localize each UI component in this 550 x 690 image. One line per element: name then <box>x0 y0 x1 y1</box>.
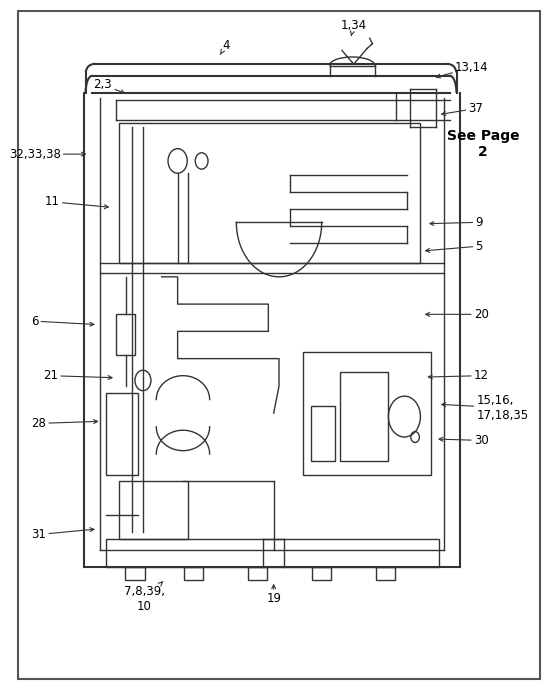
Text: 37: 37 <box>442 102 483 115</box>
Text: 1,34: 1,34 <box>340 19 367 35</box>
Bar <box>119 482 188 540</box>
Text: 28: 28 <box>31 417 97 430</box>
Bar <box>248 566 267 580</box>
Bar <box>376 566 395 580</box>
Text: 30: 30 <box>439 434 488 447</box>
Text: 15,16,
17,18,35: 15,16, 17,18,35 <box>442 394 529 422</box>
Text: 7,8,39,
10: 7,8,39, 10 <box>124 582 165 613</box>
Bar <box>106 540 439 566</box>
Text: See Page
2: See Page 2 <box>447 129 519 159</box>
Text: 20: 20 <box>426 308 488 321</box>
Text: 11: 11 <box>45 195 108 208</box>
Text: 13,14: 13,14 <box>436 61 489 78</box>
Text: 4: 4 <box>221 39 229 55</box>
Text: 6: 6 <box>31 315 94 328</box>
Bar <box>184 566 204 580</box>
Text: 31: 31 <box>31 528 94 541</box>
Bar <box>303 352 431 475</box>
Bar <box>311 406 335 461</box>
Text: 2,3: 2,3 <box>94 78 124 94</box>
Bar <box>340 373 388 461</box>
Text: 12: 12 <box>428 369 489 382</box>
Bar <box>106 393 138 475</box>
Text: 9: 9 <box>430 216 483 229</box>
Text: 21: 21 <box>43 369 112 382</box>
Bar <box>312 566 331 580</box>
Text: 19: 19 <box>266 585 281 605</box>
Bar <box>125 566 145 580</box>
Bar <box>116 315 135 355</box>
Bar <box>119 124 420 263</box>
Text: 5: 5 <box>426 239 483 253</box>
Text: 32,33,38: 32,33,38 <box>9 148 85 161</box>
